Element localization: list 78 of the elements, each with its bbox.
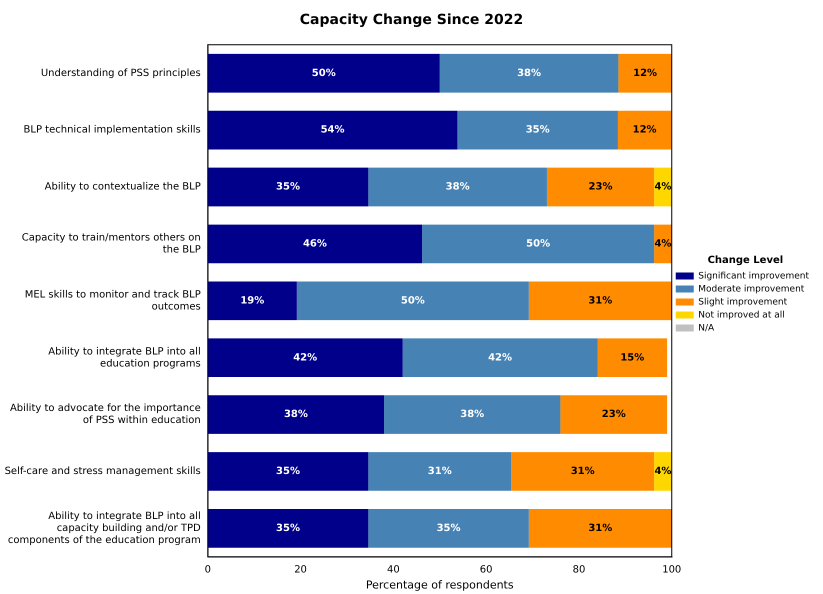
data-label: 4% xyxy=(654,466,672,478)
bar xyxy=(402,338,598,378)
legend-label: Significant improvement xyxy=(698,271,810,282)
legend-label: Slight improvement xyxy=(698,297,788,308)
data-label: 42% xyxy=(488,352,512,364)
chart-title: Capacity Change Since 2022 xyxy=(300,12,524,28)
bar xyxy=(560,395,668,434)
bar xyxy=(296,281,529,320)
bar xyxy=(457,110,618,150)
y-tick-label: BLP technical implementation skills xyxy=(24,124,201,136)
y-tick-label: Self-care and stress management skills xyxy=(4,466,201,478)
data-label: 15% xyxy=(620,352,644,364)
bar xyxy=(598,338,668,378)
legend-label: N/A xyxy=(698,323,716,334)
data-label: 4% xyxy=(654,238,672,250)
bar xyxy=(618,54,672,93)
y-tick-label: MEL skills to monitor and track BLP outcomes xyxy=(24,289,201,312)
data-label: 38% xyxy=(460,409,484,420)
bar xyxy=(618,110,672,150)
legend-label: Not improved at all xyxy=(698,310,785,320)
bar xyxy=(384,395,560,434)
bar xyxy=(208,110,458,150)
bar xyxy=(208,224,422,264)
data-label: 50% xyxy=(400,295,425,306)
bar xyxy=(440,54,618,93)
bar xyxy=(208,452,368,491)
data-label: 38% xyxy=(517,68,542,79)
y-tick-label: Understanding of PSS principles xyxy=(40,68,201,79)
bar xyxy=(368,452,512,491)
data-label: 12% xyxy=(632,124,657,136)
bar xyxy=(511,452,654,491)
x-axis-title: Percentage of respondents xyxy=(366,578,514,592)
y-tick-label: Ability to contextualize the BLP xyxy=(44,182,201,193)
bar xyxy=(208,54,440,93)
data-label: 46% xyxy=(302,238,327,250)
data-label: 38% xyxy=(284,409,308,420)
x-tick-label: 40 xyxy=(386,564,400,576)
y-tick-label: Ability to advocate for the importance of PSS within education xyxy=(10,403,201,426)
y-tick-label: Capacity to train/mentors others on the BLP xyxy=(22,232,201,256)
data-label: 31% xyxy=(428,466,452,478)
bar xyxy=(208,281,297,320)
bar xyxy=(208,509,368,548)
x-tick-label: 60 xyxy=(480,564,493,576)
y-tick-label: Ability to integrate BLP into all education programs xyxy=(48,346,201,370)
x-tick-label: 100 xyxy=(662,564,682,576)
bar xyxy=(368,509,529,548)
data-label: 35% xyxy=(436,522,461,534)
data-label: 50% xyxy=(312,68,336,79)
data-label: 35% xyxy=(526,124,550,136)
bar xyxy=(528,281,672,320)
bar xyxy=(422,224,654,264)
data-label: 12% xyxy=(633,68,658,79)
x-tick-label: 80 xyxy=(572,564,586,576)
data-label: 38% xyxy=(446,182,470,193)
data-label: 35% xyxy=(276,182,300,193)
data-label: 4% xyxy=(654,182,672,193)
data-label: 35% xyxy=(276,466,300,478)
bar xyxy=(208,338,403,378)
data-label: 19% xyxy=(240,295,264,306)
bar xyxy=(208,168,368,206)
bar xyxy=(546,168,654,206)
data-label: 35% xyxy=(276,522,300,534)
x-tick-label: 0 xyxy=(204,564,211,576)
bar xyxy=(368,168,547,206)
data-label: 42% xyxy=(293,352,318,364)
data-label: 31% xyxy=(588,522,612,534)
bar xyxy=(528,509,672,548)
data-label: 31% xyxy=(588,295,612,306)
data-label: 50% xyxy=(526,238,550,250)
data-label: 23% xyxy=(602,409,626,420)
legend-label: Moderate improvement xyxy=(698,284,805,294)
y-tick-label: Ability to integrate BLP into all capacity building and/or TPD components of the education program xyxy=(8,510,202,546)
legend-title: Change Level xyxy=(708,255,784,266)
x-tick-label: 20 xyxy=(294,564,307,576)
bar xyxy=(208,395,384,434)
data-label: 54% xyxy=(320,124,345,136)
data-label: 31% xyxy=(570,466,595,478)
data-label: 23% xyxy=(588,182,612,193)
